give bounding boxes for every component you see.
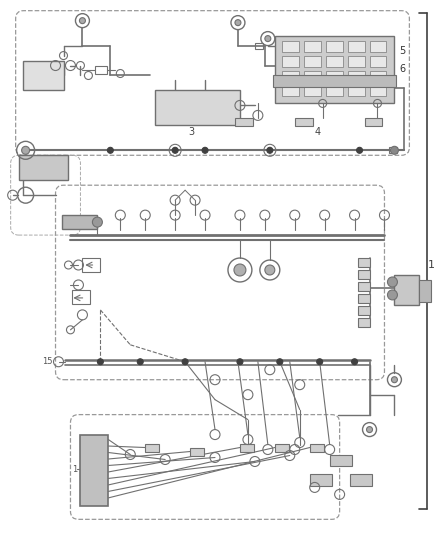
Circle shape bbox=[237, 359, 243, 365]
Bar bbox=[348, 85, 364, 96]
Bar bbox=[419, 280, 431, 302]
Bar bbox=[63, 215, 97, 229]
Bar bbox=[350, 474, 371, 487]
Circle shape bbox=[388, 290, 397, 300]
Circle shape bbox=[79, 18, 85, 23]
Bar bbox=[282, 55, 299, 67]
Text: 15: 15 bbox=[42, 357, 53, 366]
Bar bbox=[72, 290, 90, 304]
Circle shape bbox=[388, 277, 397, 287]
Bar bbox=[82, 258, 100, 272]
Bar bbox=[330, 455, 352, 466]
Bar bbox=[155, 91, 240, 125]
Circle shape bbox=[392, 147, 397, 154]
Bar bbox=[357, 294, 370, 303]
Text: 6: 6 bbox=[399, 63, 406, 74]
Circle shape bbox=[352, 359, 357, 365]
Bar bbox=[304, 41, 321, 52]
Circle shape bbox=[107, 147, 113, 154]
Circle shape bbox=[357, 147, 363, 154]
Circle shape bbox=[265, 36, 271, 42]
Bar bbox=[348, 55, 364, 67]
Bar bbox=[370, 41, 386, 52]
Circle shape bbox=[235, 20, 241, 26]
Circle shape bbox=[92, 217, 102, 227]
Bar bbox=[235, 118, 253, 126]
Circle shape bbox=[97, 359, 103, 365]
Circle shape bbox=[21, 147, 30, 154]
Bar bbox=[357, 306, 370, 315]
Bar bbox=[282, 70, 299, 82]
Bar bbox=[370, 85, 386, 96]
Bar bbox=[282, 85, 299, 96]
Circle shape bbox=[202, 147, 208, 154]
Bar bbox=[190, 448, 204, 456]
Circle shape bbox=[234, 264, 246, 276]
Text: 1: 1 bbox=[427, 260, 434, 270]
Bar bbox=[310, 474, 332, 487]
Bar bbox=[275, 443, 289, 451]
Bar bbox=[326, 85, 343, 96]
Text: 1: 1 bbox=[72, 465, 78, 474]
Bar bbox=[273, 76, 396, 87]
Circle shape bbox=[267, 147, 273, 154]
Bar bbox=[348, 41, 364, 52]
Bar bbox=[275, 36, 395, 103]
Bar bbox=[370, 70, 386, 82]
Bar bbox=[23, 61, 64, 91]
Circle shape bbox=[137, 359, 143, 365]
Text: 4: 4 bbox=[314, 127, 321, 138]
Bar bbox=[395, 275, 419, 305]
Circle shape bbox=[392, 377, 397, 383]
Circle shape bbox=[367, 426, 372, 433]
Bar bbox=[81, 434, 108, 506]
Bar bbox=[304, 70, 321, 82]
Circle shape bbox=[265, 265, 275, 275]
Circle shape bbox=[277, 359, 283, 365]
Circle shape bbox=[182, 359, 188, 365]
Circle shape bbox=[172, 147, 178, 154]
Bar bbox=[357, 258, 370, 267]
Bar bbox=[370, 55, 386, 67]
Bar bbox=[348, 70, 364, 82]
Bar bbox=[295, 118, 313, 126]
Bar bbox=[304, 55, 321, 67]
Bar bbox=[255, 43, 263, 49]
Bar bbox=[357, 282, 370, 291]
Bar bbox=[304, 85, 321, 96]
Bar bbox=[389, 147, 397, 154]
Text: 3: 3 bbox=[188, 127, 194, 138]
Bar bbox=[357, 318, 370, 327]
Bar bbox=[326, 41, 343, 52]
Bar bbox=[326, 55, 343, 67]
Bar bbox=[364, 118, 382, 126]
Bar bbox=[282, 41, 299, 52]
Circle shape bbox=[317, 359, 323, 365]
Bar bbox=[95, 66, 107, 74]
Bar bbox=[326, 70, 343, 82]
Bar bbox=[145, 443, 159, 451]
Bar bbox=[19, 155, 68, 180]
Bar bbox=[357, 270, 370, 279]
Bar bbox=[240, 443, 254, 451]
Text: 5: 5 bbox=[399, 45, 406, 55]
Bar bbox=[310, 443, 324, 451]
Circle shape bbox=[390, 147, 399, 154]
